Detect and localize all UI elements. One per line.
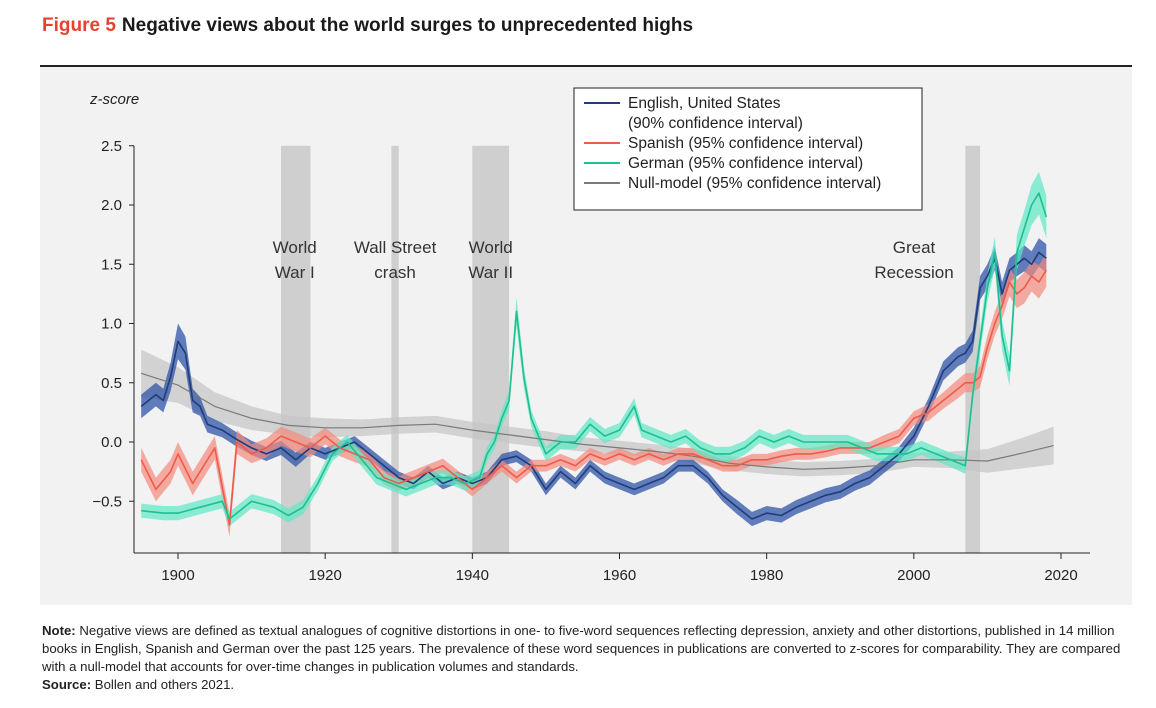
event-band-1 <box>391 145 399 553</box>
x-tick-label-3: 1960 <box>603 567 636 584</box>
legend-label-0-1: (90% confidence interval) <box>628 115 803 132</box>
event-band-2 <box>472 145 510 553</box>
event-label-0-1: War I <box>275 263 315 282</box>
figure-note: Note: Negative views are defined as text… <box>42 622 1137 694</box>
source-text: Bollen and others 2021. <box>94 677 235 692</box>
figure-title-text: Negative views about the world surges to… <box>121 15 694 36</box>
event-label-1-0: Wall Street <box>354 238 437 257</box>
event-label-3-0: Great <box>893 238 936 257</box>
event-label-3-1: Recession <box>874 263 953 282</box>
x-tick-label-1: 1920 <box>308 567 341 584</box>
source-label: Source: <box>42 677 92 692</box>
legend: English, United States (90% confidence in… <box>573 87 923 211</box>
y-tick-label-6: 2.5 <box>101 138 122 155</box>
legend-label-2-0: German (95% confidence interval) <box>628 155 863 172</box>
series-line-1 <box>140 251 1047 520</box>
series-lines <box>140 192 1054 526</box>
y-tick-label-5: 2.0 <box>101 197 122 214</box>
legend-label-3-0: Null-model (95% confidence interval) <box>628 175 881 192</box>
event-band-0 <box>281 145 311 553</box>
x-tick-label-0: 1900 <box>161 567 194 584</box>
series-line-0 <box>141 372 1054 470</box>
series-line-3 <box>141 192 1048 520</box>
x-tick-label-5: 2000 <box>897 567 930 584</box>
figure-label: Figure 5 <box>42 15 116 36</box>
legend-box <box>573 87 923 211</box>
y-tick-label-2: 0.5 <box>101 375 122 392</box>
event-label-0-0: World <box>273 238 317 257</box>
y-tick-label-4: 1.5 <box>101 256 122 273</box>
legend-label-0-0: English, United States <box>628 95 781 112</box>
series-band-3 <box>141 171 1047 527</box>
x-tick-label-4: 1980 <box>750 567 783 584</box>
event-label-2-1: War II <box>468 263 513 282</box>
y-tick-label-0: −0.5 <box>92 493 122 510</box>
event-label-2-0: World <box>469 238 513 257</box>
y-tick-label-3: 1.0 <box>101 316 122 333</box>
axes: −0.5 0.0 0.5 1.0 1.5 2.0 2.5 1900 1920 1940 1960 19… <box>89 91 1090 584</box>
source-line: Source: Bollen and others 2021. <box>42 676 1137 694</box>
legend-label-1-0: Spanish (95% confidence interval) <box>628 135 863 152</box>
note-label: Note: <box>42 623 76 638</box>
event-labels: World War I Wall Street crash World War II Gre… <box>273 238 954 282</box>
x-tick-label-6: 2020 <box>1044 567 1077 584</box>
event-label-1-1: crash <box>374 263 416 282</box>
series-band-2 <box>141 253 1047 537</box>
figure-title: Figure 5 Negative views about the world s… <box>42 15 693 37</box>
y-axis-label: z-score <box>89 91 139 108</box>
confidence-bands <box>141 171 1054 537</box>
note-text: Negative views are defined as textual an… <box>42 623 1121 674</box>
x-tick-label-2: 1940 <box>456 567 489 584</box>
series-line-2 <box>140 269 1047 526</box>
y-tick-label-1: 0.0 <box>101 434 122 451</box>
